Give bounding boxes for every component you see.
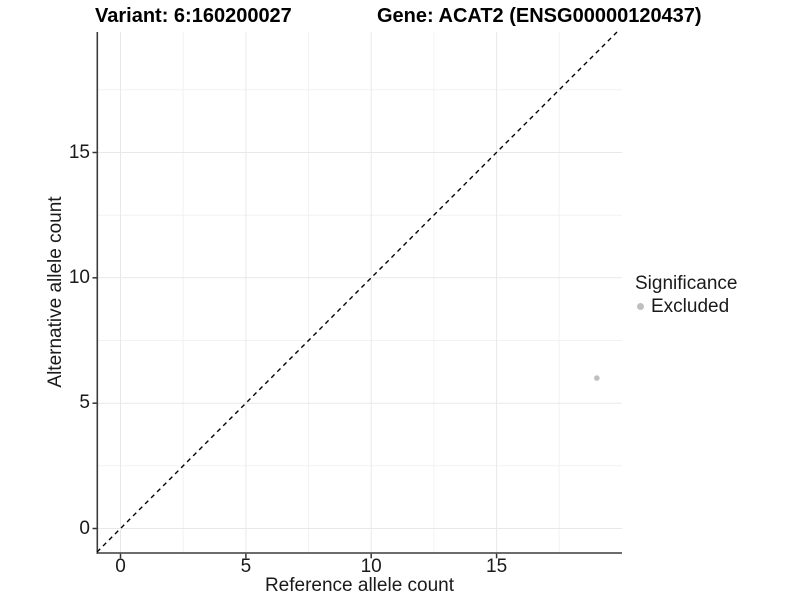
gene-title: Gene: ACAT2 (ENSG00000120437)	[377, 5, 702, 27]
minor-gridlines	[97, 32, 622, 553]
legend-title: Significance	[635, 273, 738, 294]
y-tick-label-10: 10	[68, 266, 90, 288]
identity-dashed-line	[96, 31, 618, 553]
tick-marks	[92, 151, 498, 559]
x-tick-label-5: 5	[240, 556, 252, 577]
legend: Significance Excluded	[635, 272, 737, 318]
legend-item-excluded: Excluded	[635, 295, 737, 318]
y-tick-label-0: 0	[79, 517, 90, 539]
x-tick-label-10: 10	[360, 556, 382, 577]
major-gridlines	[97, 32, 622, 553]
data-point	[594, 375, 600, 381]
data-points-layer	[594, 375, 600, 381]
legend-item-label: Excluded	[651, 296, 730, 317]
x-tick-label-0: 0	[115, 556, 126, 577]
x-tick-label-15: 15	[486, 556, 508, 577]
y-axis-title: Alternative allele count	[45, 196, 66, 388]
variant-title: Variant: 6:160200027	[95, 5, 292, 27]
axis-lines	[96, 32, 622, 554]
x-axis-title: Reference allele count	[264, 575, 455, 596]
y-tick-label-5: 5	[79, 392, 90, 414]
y-tick-label-15: 15	[68, 141, 90, 163]
legend-key-dot	[637, 303, 644, 310]
